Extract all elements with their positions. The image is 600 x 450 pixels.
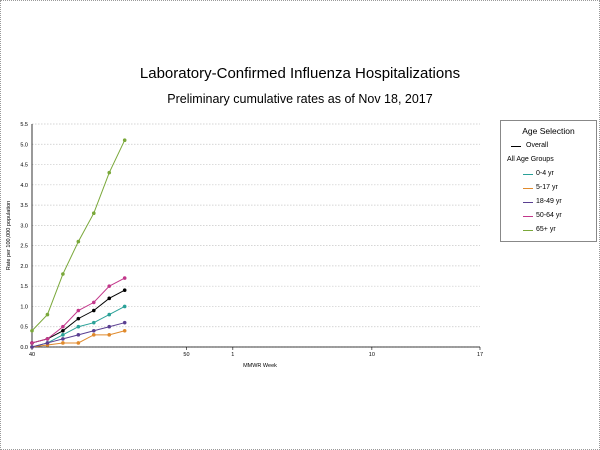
series-point <box>107 312 112 317</box>
series-point <box>107 324 112 329</box>
series-point <box>122 276 127 280</box>
legend-swatch <box>523 188 533 189</box>
y-axis-label: Rate per 100,000 population <box>6 201 12 270</box>
series-point <box>107 284 112 288</box>
series-point <box>107 296 112 301</box>
legend-label: 50-64 yr <box>536 212 562 219</box>
chart-subtitle: Preliminary cumulative rates as of Nov 1… <box>167 92 433 106</box>
legend-group-all-ages: All Age Groups <box>501 156 596 170</box>
legend-item-50-64[interactable]: 50-64 yr <box>501 212 596 226</box>
legend-swatch <box>523 230 533 231</box>
y-tick-label: 3.5 <box>20 203 28 209</box>
legend-swatch <box>523 216 533 217</box>
series-point <box>30 345 34 349</box>
y-tick-label: 2.0 <box>20 264 28 270</box>
x-tick-label: 17 <box>477 352 483 358</box>
series-point <box>107 170 112 175</box>
series-point <box>61 337 65 341</box>
y-tick-label: 5.5 <box>20 122 28 128</box>
series-point <box>107 333 112 337</box>
y-tick-label: 3.0 <box>20 223 28 229</box>
series-point <box>45 337 50 341</box>
legend-label: Overall <box>526 142 549 149</box>
series-point <box>76 341 81 345</box>
x-tick-label: 10 <box>369 352 375 358</box>
x-tick-label: 50 <box>183 352 189 358</box>
series-point <box>91 308 96 313</box>
y-tick-label: 2.5 <box>20 244 28 250</box>
chart-title: Laboratory-Confirmed Influenza Hospitali… <box>139 65 461 82</box>
legend-swatch <box>511 146 521 147</box>
series-point <box>76 316 81 321</box>
y-tick-label: 1.0 <box>20 304 28 310</box>
series-point <box>76 239 81 244</box>
series-point <box>61 341 65 345</box>
legend-item-overall[interactable]: Overall <box>501 142 596 156</box>
series-point <box>91 320 96 325</box>
series-line <box>31 140 126 332</box>
series-point <box>122 328 127 333</box>
y-tick-label: 0.5 <box>20 325 28 331</box>
legend-swatch <box>523 174 533 175</box>
series-point <box>76 333 81 337</box>
series-point <box>122 304 127 309</box>
series-point <box>61 324 65 329</box>
x-tick-label: 40 <box>29 352 35 358</box>
legend-group-label: All Age Groups <box>507 156 554 163</box>
y-tick-label: 1.5 <box>20 284 28 290</box>
legend-item-5-17[interactable]: 5-17 yr <box>501 184 596 198</box>
series-point <box>91 211 96 215</box>
legend: Age Selection Overall All Age Groups 0-4… <box>500 120 597 242</box>
legend-label: 65+ yr <box>536 226 556 233</box>
series-point <box>76 308 81 313</box>
series-point <box>91 333 96 337</box>
series-point <box>91 300 96 305</box>
y-tick-label: 4.5 <box>20 163 28 169</box>
series-point <box>61 333 65 337</box>
legend-swatch <box>523 202 533 203</box>
series-point <box>122 138 127 143</box>
legend-title: Age Selection <box>522 126 575 136</box>
series-point <box>91 328 96 333</box>
legend-label: 0-4 yr <box>536 170 554 177</box>
legend-label: 18-49 yr <box>536 198 562 205</box>
series-point <box>61 328 65 333</box>
series-point <box>30 328 34 333</box>
series-point <box>45 312 50 317</box>
series-point <box>122 320 127 325</box>
y-tick-label: 0.0 <box>20 345 28 351</box>
series-point <box>76 324 81 329</box>
legend-item-18-49[interactable]: 18-49 yr <box>501 198 596 212</box>
legend-item-0-4[interactable]: 0-4 yr <box>501 170 596 184</box>
series-point <box>30 341 34 345</box>
series-point <box>45 341 50 345</box>
legend-item-65-plus[interactable]: 65+ yr <box>501 226 596 240</box>
y-tick-label: 5.0 <box>20 142 28 148</box>
series-point <box>61 272 65 276</box>
x-axis-label: MMWR Week <box>243 363 277 369</box>
y-tick-label: 4.0 <box>20 183 28 189</box>
x-tick-label: 1 <box>231 352 234 358</box>
legend-label: 5-17 yr <box>536 184 558 191</box>
series-point <box>122 288 127 293</box>
